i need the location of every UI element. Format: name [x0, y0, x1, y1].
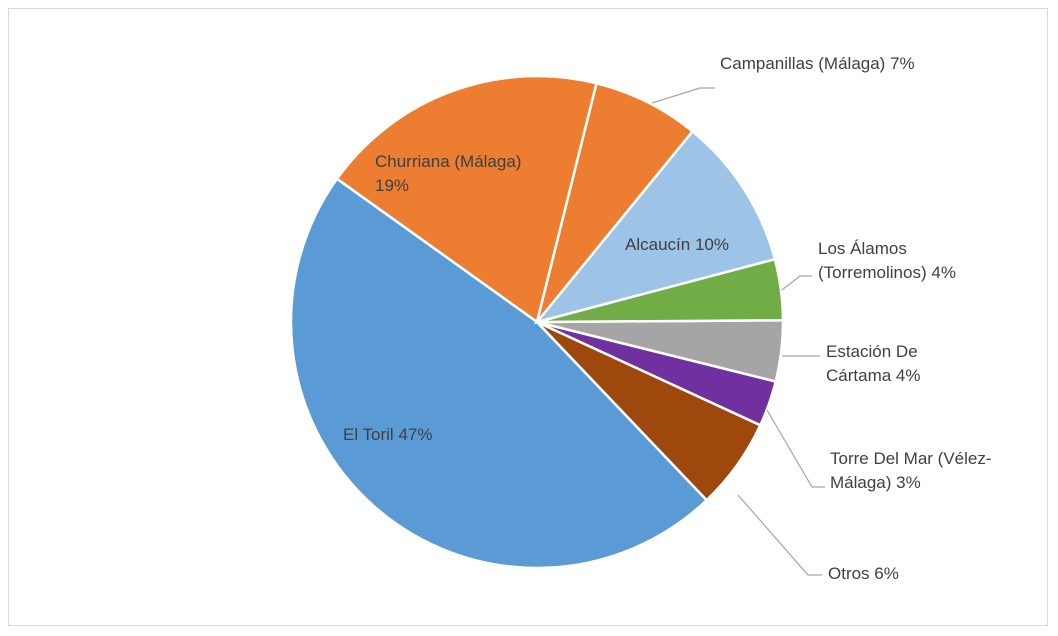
label-value: 47% — [398, 425, 433, 444]
data-label: Otros 6% — [828, 562, 948, 586]
data-label: Estación De Cártama 4% — [826, 340, 941, 388]
leader-line — [766, 409, 825, 488]
label-category: Churriana (Málaga) — [375, 152, 522, 171]
label-value: 19% — [375, 176, 410, 195]
label-category: Torre Del Mar (Vélez-Málaga) — [830, 449, 992, 492]
label-category: El Toril — [343, 425, 394, 444]
data-label: Alcaucín 10% — [625, 233, 785, 257]
label-value: 6% — [874, 564, 899, 583]
data-label: Churriana (Málaga) 19% — [375, 150, 555, 198]
leader-line — [737, 494, 822, 576]
label-value: 4% — [931, 263, 956, 282]
pie-slice — [535, 81, 695, 323]
label-category: Estación De Cártama — [826, 342, 918, 385]
label-category: Otros — [828, 564, 870, 583]
label-value: 7% — [890, 54, 915, 73]
pie-slice — [289, 177, 709, 570]
label-value: 4% — [895, 366, 921, 385]
pie-slice — [533, 129, 777, 325]
label-value: 3% — [896, 473, 921, 492]
chart-frame — [8, 8, 1048, 626]
data-label: Torre Del Mar (Vélez-Málaga) 3% — [830, 447, 1030, 495]
data-label: Los Álamos (Torremolinos) 4% — [818, 237, 978, 285]
leader-line — [781, 275, 812, 291]
pie-slice — [335, 74, 599, 325]
leader-lines — [651, 87, 825, 576]
data-label: El Toril 47% — [343, 423, 503, 447]
label-value: 10% — [694, 235, 729, 254]
label-category: Alcaucín — [625, 235, 691, 254]
label-category: Los Álamos (Torremolinos) — [818, 239, 927, 282]
label-category: Campanillas (Málaga) — [720, 54, 886, 73]
data-label: Campanillas (Málaga) 7% — [720, 52, 1000, 76]
leader-line — [651, 87, 715, 104]
